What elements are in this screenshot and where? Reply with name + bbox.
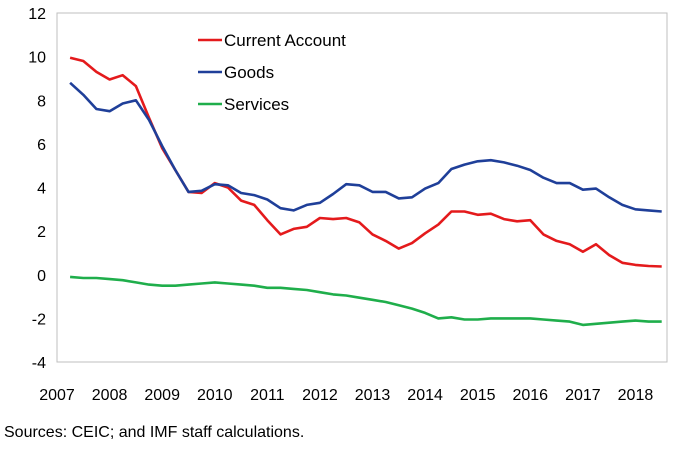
y-tick-label: -2 [32,311,46,328]
x-tick-label: 2011 [250,387,285,404]
y-tick-label: 8 [37,93,46,110]
x-tick-label: 2008 [92,387,128,404]
source-note: Sources: CEIC; and IMF staff calculation… [4,424,305,441]
x-axis-ticks: 2007 2008 2009 2010 2011 2012 2013 2014 2015 2016… [39,387,653,404]
series-lines [69,56,662,327]
y-axis-ticks: -4 -2 0 2 4 6 8 10 12 [28,6,46,372]
x-tick-label: 2007 [39,387,75,404]
legend: Current Account Goods Services [198,31,346,114]
x-tick-label: 2015 [460,387,496,404]
y-tick-label: 4 [37,181,46,198]
x-tick-label: 2009 [144,387,180,404]
x-tick-label: 2018 [618,387,654,404]
x-tick-label: 2012 [302,387,338,404]
x-tick-label: 2014 [407,387,443,404]
legend-label: Services [224,95,289,114]
x-tick-label: 2017 [565,387,601,404]
y-tick-label: 0 [37,268,46,285]
series-line-services [69,275,662,327]
y-tick-label: -4 [32,355,46,372]
x-tick-label: 2010 [197,387,233,404]
series-line-goods [69,81,662,213]
series-line-current-account [69,56,662,268]
y-tick-label: 10 [28,50,46,67]
plot-frame [56,12,668,363]
x-tick-label: 2016 [512,387,548,404]
x-tick-label: 2013 [355,387,391,404]
y-tick-label: 12 [28,6,46,23]
y-tick-label: 2 [37,224,46,241]
legend-label: Current Account [224,31,346,50]
y-tick-label: 6 [37,137,46,154]
legend-label: Goods [224,63,274,82]
